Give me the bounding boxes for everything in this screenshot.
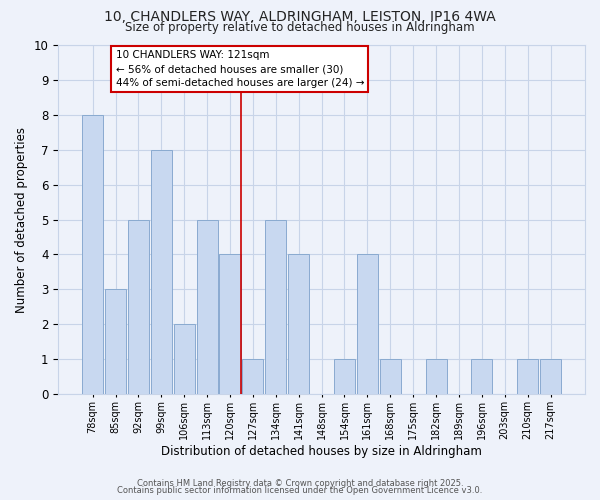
Bar (425, 359, 446, 394)
Text: Contains HM Land Registry data © Crown copyright and database right 2025.: Contains HM Land Registry data © Crown c… (137, 479, 463, 488)
Y-axis label: Number of detached properties: Number of detached properties (15, 126, 28, 312)
Bar (151, 150, 172, 394)
Text: 10 CHANDLERS WAY: 121sqm
← 56% of detached houses are smaller (30)
44% of semi-d: 10 CHANDLERS WAY: 121sqm ← 56% of detach… (116, 50, 364, 88)
Text: Size of property relative to detached houses in Aldringham: Size of property relative to detached ho… (125, 21, 475, 34)
Bar (540, 359, 561, 394)
X-axis label: Distribution of detached houses by size in Aldringham: Distribution of detached houses by size … (161, 444, 482, 458)
Bar (197, 220, 218, 394)
Bar (220, 254, 241, 394)
Bar (265, 220, 286, 394)
Bar (128, 220, 149, 394)
Bar (105, 290, 126, 394)
Bar (242, 359, 263, 394)
Bar (380, 359, 401, 394)
Bar (288, 254, 309, 394)
Bar (82, 115, 103, 394)
Text: Contains public sector information licensed under the Open Government Licence v3: Contains public sector information licen… (118, 486, 482, 495)
Bar (173, 324, 195, 394)
Bar (357, 254, 378, 394)
Bar (472, 359, 493, 394)
Bar (334, 359, 355, 394)
Text: 10, CHANDLERS WAY, ALDRINGHAM, LEISTON, IP16 4WA: 10, CHANDLERS WAY, ALDRINGHAM, LEISTON, … (104, 10, 496, 24)
Bar (517, 359, 538, 394)
